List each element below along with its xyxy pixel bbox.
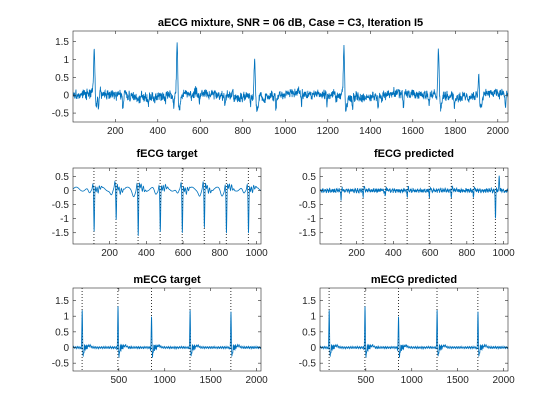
signal-trace [73,306,261,359]
x-tick-label: 1000 [492,248,515,259]
x-tick-label: 1600 [402,126,425,137]
x-tick-label: 400 [138,248,155,259]
y-tick-label: 0.5 [302,172,316,183]
x-tick-label: 600 [175,248,192,259]
y-tick-label: -1.5 [299,228,317,239]
axis-ticks: 200 400 600 800 1000 1200 1400 1600 1800 2000 -0.5… [52,31,510,137]
axes-box [72,30,509,123]
y-tick-label: -0.5 [52,200,70,211]
y-tick-label: 0.5 [302,327,316,338]
x-tick-label: 1400 [359,126,382,137]
x-tick-label: 1800 [444,126,467,137]
y-tick-label: -0.5 [299,359,317,370]
axes-box [72,287,262,372]
x-tick-label: 800 [458,248,475,259]
y-tick-label: -1.5 [52,228,70,239]
y-tick-label: -1 [60,214,69,225]
axis-ticks: 200 400 600 800 1000 -1.5 -1 -0.5 0 0.5 [299,168,515,259]
y-tick-label: 1 [63,55,69,66]
x-tick-label: 1500 [447,375,470,386]
x-tick-label: 600 [422,248,439,259]
x-tick-label: 800 [234,126,251,137]
x-tick-label: 1500 [200,375,223,386]
event-markers [340,168,496,244]
axes-box [72,167,262,245]
x-tick-label: 1200 [317,126,340,137]
event-markers [81,288,232,371]
plot-area [73,31,508,122]
plot-area [320,288,508,371]
y-tick-label: 0 [310,186,316,197]
signal-trace [320,306,508,359]
panel-title: aECG mixture, SNR = 06 dB, Case = C3, It… [158,17,423,29]
y-tick-label: 0 [310,343,316,354]
panel-title: mECG predicted [371,274,457,286]
panel-mecg-target: mECG target 500 1000 1500 2000 -0.5 0 0.5 1 1.5 [52,274,268,386]
plot-area [73,168,261,244]
axes-box [319,287,509,372]
x-tick-label: 400 [385,248,402,259]
axis-ticks: 500 1000 1500 2000 -0.5 0 0.5 1 1.5 [52,288,268,386]
x-tick-label: 600 [192,126,209,137]
x-tick-label: 200 [348,248,365,259]
y-tick-label: 1.5 [302,296,316,307]
y-tick-label: -1 [307,214,316,225]
y-tick-label: 0.5 [55,172,69,183]
y-tick-label: 0.5 [55,327,69,338]
y-tick-label: 0 [63,343,69,354]
y-tick-label: -0.5 [52,359,70,370]
y-tick-label: 1.5 [55,296,69,307]
plot-area [320,168,508,244]
panel-fecg-target: fECG target 200 400 600 800 1000 -1.5 -1 -0.5 0 0… [52,148,268,259]
x-tick-label: 1000 [245,248,268,259]
signal-trace [320,175,508,219]
x-tick-label: 200 [101,248,118,259]
x-tick-label: 500 [110,375,127,386]
x-tick-label: 400 [149,126,166,137]
panel-fecg-predicted: fECG predicted 200 400 600 800 1000 -1.5 -1 -0.… [299,148,515,259]
y-tick-label: 0 [63,186,69,197]
panel-title: fECG predicted [374,148,454,160]
panel-title: mECG target [133,274,201,286]
panel-top: aECG mixture, SNR = 06 dB, Case = C3, It… [52,17,510,137]
y-tick-label: 0.5 [55,73,69,84]
panel-title: fECG target [136,148,197,160]
axis-ticks: 500 1000 1500 2000 -0.5 0 0.5 1 1.5 [299,288,515,386]
x-tick-label: 800 [211,248,228,259]
x-tick-label: 2000 [492,375,515,386]
y-tick-label: 1 [310,312,316,323]
plot-area [73,288,261,371]
x-tick-label: 500 [357,375,374,386]
event-markers [328,288,479,371]
y-tick-label: 1.5 [55,37,69,48]
y-tick-label: 0 [63,91,69,102]
signal-trace [73,42,508,112]
x-tick-label: 2000 [245,375,268,386]
y-tick-label: -0.5 [299,200,317,211]
x-tick-label: 1000 [154,375,177,386]
y-tick-label: 1 [63,312,69,323]
x-tick-label: 1000 [274,126,297,137]
y-tick-label: -0.5 [52,109,70,120]
axis-ticks: 200 400 600 800 1000 -1.5 -1 -0.5 0 0.5 [52,168,268,259]
signal-trace [73,180,261,236]
x-tick-label: 200 [107,126,124,137]
panel-mecg-predicted: mECG predicted 500 1000 1500 2000 -0.5 0 0.5 1 1… [299,274,515,386]
x-tick-label: 1000 [401,375,424,386]
axes-box [319,167,509,245]
x-tick-label: 2000 [487,126,510,137]
